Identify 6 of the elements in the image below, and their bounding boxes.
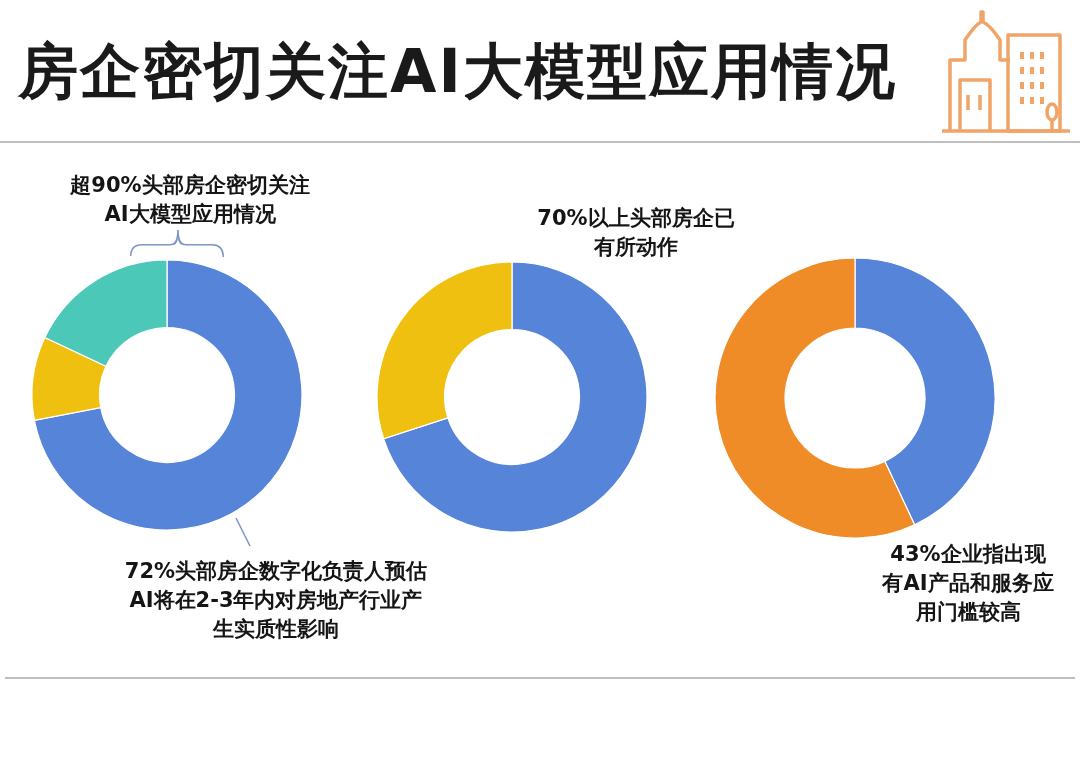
text: 72%头部房企数字化负责人预估AI将在2-3年内对房地产行业产生实质性影响: [124, 559, 428, 641]
text: 房企密切关注AI大模型应用情况: [17, 36, 897, 106]
text: 43%企业指出现有AI产品和服务应用门槛较高: [881, 542, 1054, 624]
text: 70%以上头部房企已有所动作: [537, 206, 735, 259]
text: 超90%头部房企密切关注AI大模型应用情况: [69, 173, 310, 226]
donut-slice: [33, 259, 303, 531]
